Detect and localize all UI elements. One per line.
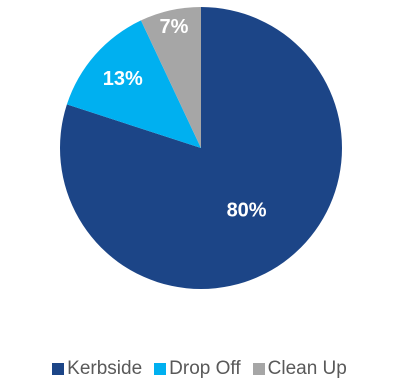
legend-label-kerbside: Kerbside bbox=[67, 358, 143, 379]
legend-item-kerbside: Kerbside bbox=[52, 358, 142, 380]
legend-label-clean-up: Clean Up bbox=[267, 358, 347, 379]
data-label-drop-off: 13% bbox=[103, 68, 143, 90]
pie-slice-drop-off bbox=[66, 20, 202, 149]
pie-slice-kerbside bbox=[59, 7, 342, 289]
legend-swatch-drop-off bbox=[154, 363, 167, 375]
legend-item-clean-up: Clean Up bbox=[252, 358, 347, 380]
pie-slice-clean-up bbox=[140, 7, 201, 148]
data-label-kerbside: 80% bbox=[227, 200, 267, 222]
data-label-clean-up: 7% bbox=[159, 16, 188, 38]
chart-legend: Kerbside Drop Off Clean Up bbox=[0, 356, 399, 382]
legend-item-drop-off: Drop Off bbox=[154, 358, 241, 380]
legend-swatch-kerbside bbox=[52, 363, 65, 375]
legend-label-drop-off: Drop Off bbox=[169, 358, 241, 379]
legend-swatch-clean-up bbox=[252, 363, 265, 375]
pie-chart: 80% 13% 7% bbox=[59, 7, 342, 289]
